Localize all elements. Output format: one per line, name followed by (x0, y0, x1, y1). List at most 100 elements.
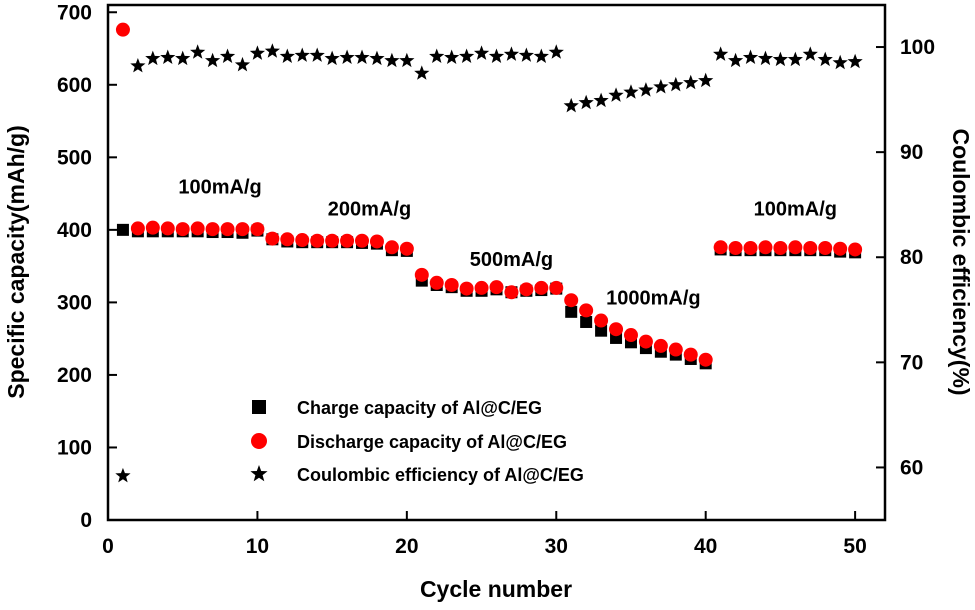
y-right-tick-label: 80 (900, 246, 923, 269)
discharge-point (683, 347, 698, 362)
discharge-point (534, 280, 549, 295)
efficiency-point (668, 76, 684, 92)
discharge-point (265, 231, 280, 246)
data-series (115, 22, 863, 483)
discharge-point (848, 242, 863, 257)
x-tick-label: 10 (246, 535, 269, 558)
efficiency-point (488, 48, 505, 63)
y-left-tick-label: 700 (57, 1, 92, 24)
x-tick-label: 30 (545, 535, 568, 558)
discharge-point (295, 233, 310, 248)
rate-label: 1000mA/g (606, 288, 701, 310)
discharge-point (414, 267, 429, 282)
efficiency-point (369, 50, 385, 66)
discharge-point (399, 241, 414, 256)
y-axis-title-right: Coulombic efficiency(%) (948, 128, 974, 395)
discharge-point (609, 322, 624, 337)
efficiency-point (339, 49, 355, 65)
efficiency-point (145, 50, 161, 66)
x-tick-label: 20 (395, 535, 418, 558)
y-left-tick-label: 400 (57, 219, 92, 242)
legend-label-efficiency: Coulombic efficiency of Al@C/EG (297, 465, 584, 485)
discharge-point (235, 222, 250, 237)
legend-marker-charge (252, 400, 266, 414)
efficiency-point (623, 84, 639, 99)
efficiency-point (384, 52, 400, 68)
efficiency-point (847, 53, 863, 69)
discharge-point (623, 328, 638, 343)
efficiency-point (742, 49, 759, 65)
discharge-point (758, 240, 773, 255)
discharge-point (175, 222, 190, 237)
efficiency-point (787, 51, 803, 67)
efficiency-point (548, 44, 564, 59)
efficiency-point (219, 48, 236, 63)
discharge-point (653, 338, 668, 353)
x-tick-label: 0 (102, 535, 114, 558)
legend-marker-discharge (251, 433, 267, 449)
discharge-point (115, 22, 130, 37)
discharge-point (459, 281, 474, 296)
discharge-point (310, 233, 325, 248)
efficiency-point (294, 47, 310, 62)
discharge-point (728, 240, 743, 255)
discharge-point (280, 232, 295, 247)
efficiency-point (444, 49, 460, 65)
y-left-tick-label: 200 (57, 364, 92, 387)
discharge-point (549, 280, 564, 295)
efficiency-point (204, 52, 221, 68)
efficiency-point (683, 74, 699, 90)
series-star (115, 43, 863, 483)
discharge-point (519, 282, 534, 297)
discharge-point (429, 275, 444, 290)
plot-frame (106, 3, 887, 522)
discharge-point (130, 221, 145, 236)
efficiency-point (160, 49, 176, 65)
y-left-tick-label: 100 (57, 436, 92, 459)
y-left-tick-label: 600 (57, 74, 92, 97)
discharge-point (489, 280, 504, 295)
discharge-point (325, 233, 340, 248)
efficiency-point (698, 72, 714, 88)
efficiency-point (713, 46, 729, 61)
discharge-point (713, 240, 728, 255)
discharge-point (205, 222, 220, 237)
efficiency-point (264, 43, 280, 58)
rate-label: 500mA/g (470, 249, 553, 271)
efficiency-point (563, 97, 579, 113)
efficiency-point (324, 50, 340, 66)
efficiency-point (459, 48, 475, 63)
efficiency-point (399, 52, 415, 68)
efficiency-point (130, 57, 146, 73)
discharge-point (160, 221, 175, 236)
rate-labels: 100mA/g 200mA/g 500mA/g 1000mA/g 100mA/g (178, 177, 837, 310)
discharge-point (369, 234, 384, 249)
efficiency-point (473, 45, 490, 60)
discharge-point (579, 303, 594, 318)
discharge-point (594, 313, 609, 328)
discharge-point (220, 222, 235, 237)
series-circle (115, 22, 863, 367)
discharge-point (250, 222, 265, 237)
x-tick-label: 50 (843, 535, 866, 558)
y-right-tick-label: 90 (900, 141, 923, 164)
charge-point (595, 324, 608, 337)
y-left-tick-label: 0 (80, 509, 92, 532)
legend-label-charge: Charge capacity of Al@C/EG (297, 398, 542, 418)
efficiency-point (653, 78, 669, 94)
discharge-point (340, 233, 355, 248)
discharge-point (788, 240, 803, 255)
efficiency-point (608, 87, 624, 102)
discharge-point (698, 352, 713, 367)
discharge-point (384, 240, 399, 255)
efficiency-point (354, 49, 370, 65)
efficiency-point (503, 46, 520, 61)
charge-point (565, 305, 578, 318)
efficiency-point (578, 94, 594, 110)
efficiency-point (115, 467, 131, 483)
efficiency-point (727, 52, 744, 68)
efficiency-point (593, 92, 609, 108)
x-axis-title: Cycle number (420, 576, 572, 602)
rate-label: 200mA/g (328, 198, 411, 220)
efficiency-point (533, 48, 549, 63)
